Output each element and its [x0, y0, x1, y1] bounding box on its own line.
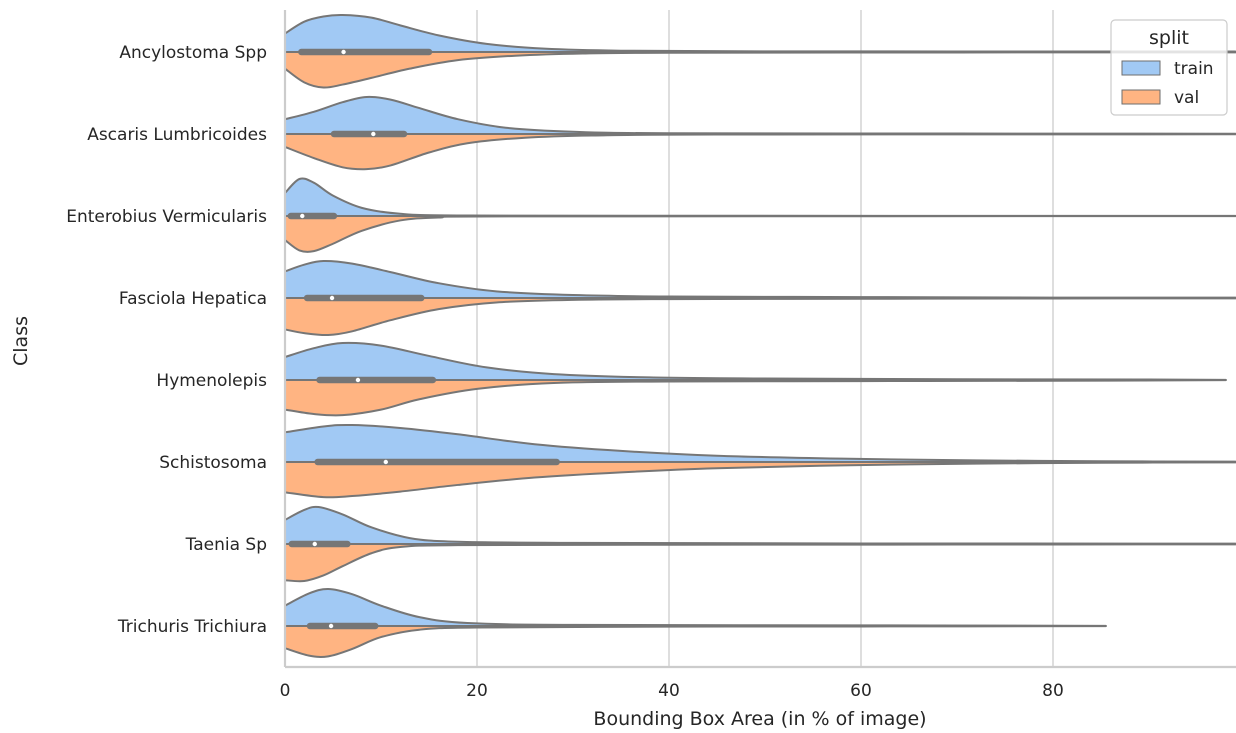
x-axis-title: Bounding Box Area (in % of image) — [593, 708, 926, 730]
violin-train-fasciola-hepatica — [284, 259, 1236, 299]
legend: split train val — [1110, 19, 1228, 116]
violins — [284, 13, 1236, 658]
y-tick-label: Trichuris Trichiura — [117, 617, 267, 637]
y-tick-label: Taenia Sp — [185, 535, 267, 555]
median-point-trichuris-trichiura — [328, 623, 334, 629]
median-point-schistosoma — [383, 459, 388, 465]
median-point-hymenolepis — [355, 377, 361, 383]
violin-val-ascaris-lumbricoides — [284, 133, 1236, 171]
violin-train-ancylostoma-spp — [284, 13, 1236, 53]
x-tick-label: 0 — [280, 681, 291, 701]
violin-val-enterobius-vermicularis — [284, 215, 1236, 253]
violin-train-taenia-sp — [284, 505, 1236, 545]
y-tick-label: Enterobius Vermicularis — [66, 207, 267, 227]
x-tick-label: 20 — [466, 681, 488, 701]
x-tick-labels: 0 20 40 60 80 — [280, 681, 1064, 701]
gridlines — [476, 10, 1054, 667]
y-tick-label: Fasciola Hepatica — [119, 289, 267, 309]
median-point-taenia-sp — [312, 541, 317, 547]
violin-val-ancylostoma-spp — [284, 51, 1236, 89]
violin-train-hymenolepis — [284, 341, 1227, 381]
x-tick-label: 80 — [1042, 681, 1064, 701]
median-point-fasciola-hepatica — [329, 295, 335, 301]
legend-swatch-train — [1121, 60, 1161, 76]
legend-title: split — [1149, 27, 1189, 49]
y-tick-labels: Ancylostoma Spp Ascaris Lumbricoides Enter… — [66, 43, 267, 637]
x-tick-label: 40 — [658, 681, 680, 701]
violin-train-ascaris-lumbricoides — [284, 95, 1236, 135]
violin-val-trichuris-trichiura — [284, 625, 1107, 658]
violin-train-schistosoma — [284, 423, 1236, 463]
median-point-enterobius-vermicularis — [300, 213, 305, 219]
y-tick-label: Ancylostoma Spp — [119, 43, 267, 63]
violin-val-taenia-sp — [284, 543, 1236, 583]
y-tick-label: Hymenolepis — [156, 371, 267, 391]
violin-val-hymenolepis — [284, 379, 1227, 417]
y-axis-title: Class — [10, 316, 32, 366]
violin-val-schistosoma — [284, 461, 1236, 499]
violin-train-trichuris-trichiura — [284, 587, 1107, 627]
x-tick-label: 60 — [850, 681, 872, 701]
median-point-ascaris-lumbricoides — [371, 131, 376, 137]
box-plots — [287, 48, 560, 630]
violin-val-fasciola-hepatica — [284, 297, 1236, 337]
y-tick-label: Ascaris Lumbricoides — [87, 125, 267, 145]
median-point-ancylostoma-spp — [341, 49, 346, 55]
y-tick-label: Schistosoma — [159, 453, 267, 473]
legend-swatch-val — [1121, 89, 1161, 105]
legend-label-train: train — [1174, 59, 1214, 79]
violin-train-enterobius-vermicularis — [284, 177, 1236, 217]
legend-label-val: val — [1174, 88, 1199, 108]
plot-frame — [283, 10, 1236, 669]
